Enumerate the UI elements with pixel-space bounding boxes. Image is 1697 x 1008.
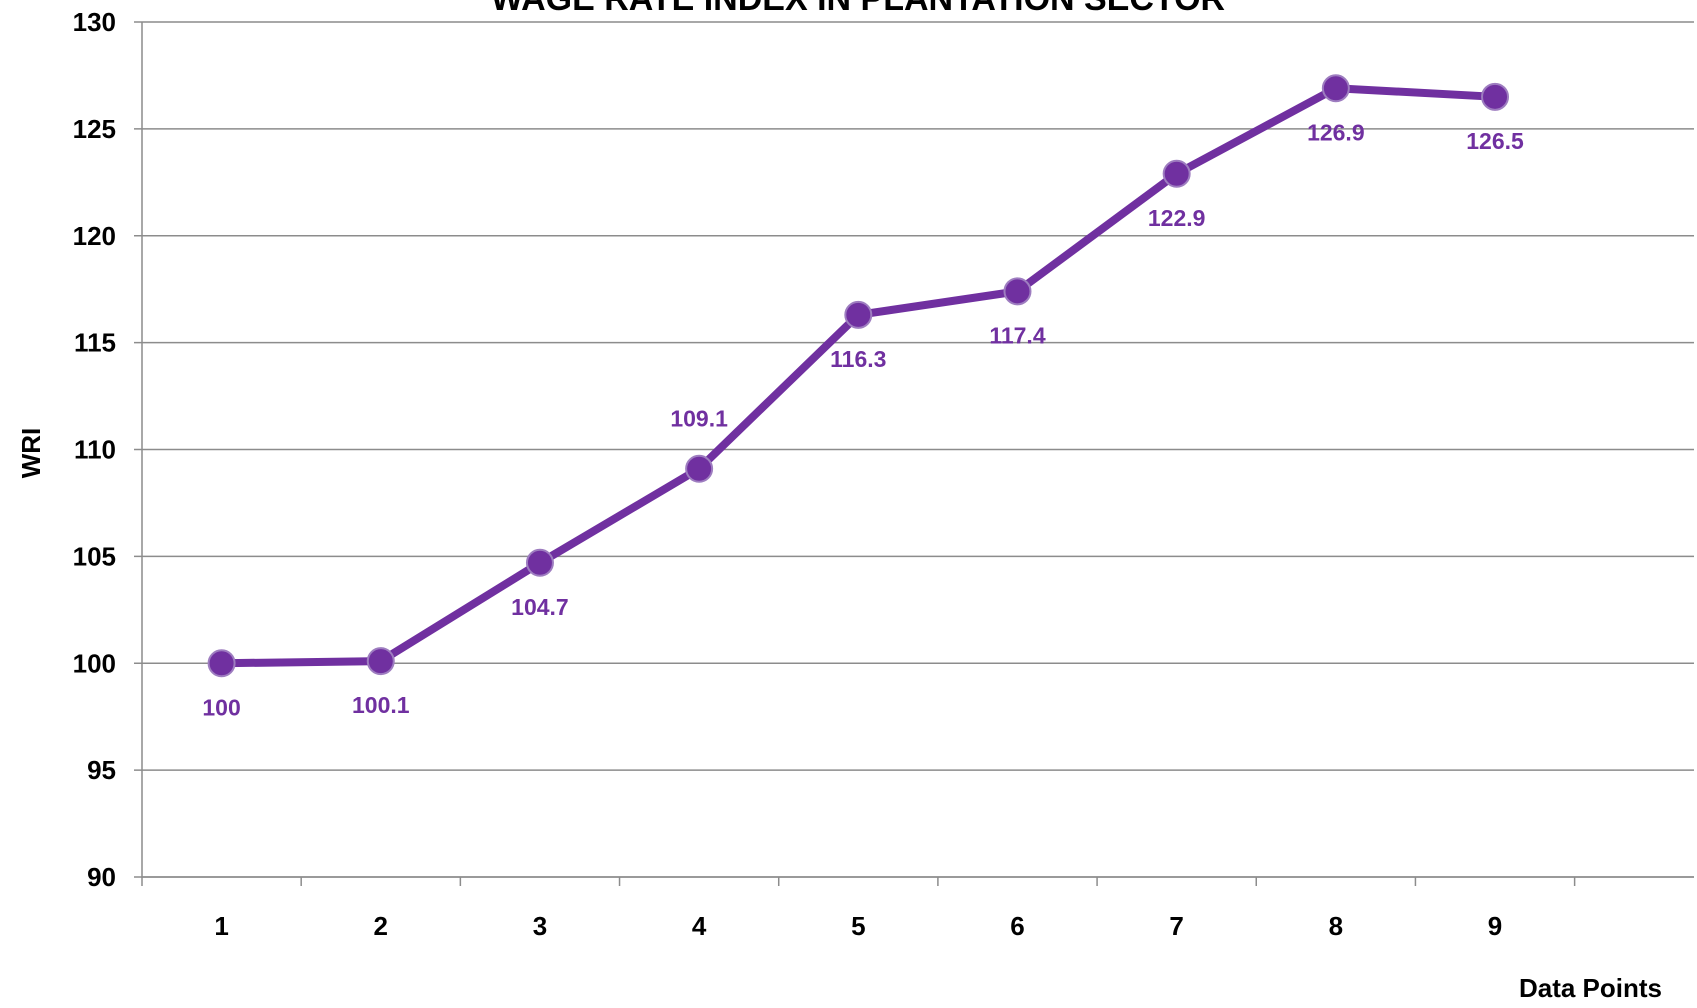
y-tick-label: 110 (74, 435, 116, 465)
gridlines (142, 21, 1694, 878)
data-label: 126.9 (1307, 119, 1365, 145)
x-tick-label: 4 (692, 911, 707, 941)
y-tick-label: 130 (73, 7, 116, 37)
data-label: 104.7 (511, 594, 569, 620)
y-tick-label: 125 (73, 114, 116, 144)
y-tick-label: 120 (73, 221, 116, 251)
series-wri (207, 74, 1510, 678)
x-tick-labels: 1 2 3 4 5 6 7 8 9 (214, 911, 1502, 941)
data-point (1481, 82, 1510, 111)
y-axis-title: WRI (16, 428, 46, 479)
data-point (844, 300, 873, 329)
data-label: 100 (202, 694, 240, 720)
x-tick-label: 6 (1010, 911, 1024, 941)
data-point (1321, 74, 1350, 103)
x-tick-label: 5 (851, 911, 865, 941)
y-tick-label: 90 (87, 862, 116, 892)
data-label: 116.3 (830, 346, 886, 372)
x-tick-label: 2 (374, 911, 388, 941)
chart-title: WAGE RATE INDEX IN PLANTATION SECTOR (491, 0, 1225, 18)
x-axis-title: Data Points (1519, 973, 1662, 1003)
x-tick-label: 3 (533, 911, 547, 941)
data-point (1162, 159, 1191, 188)
data-point (685, 454, 714, 483)
data-point (207, 649, 236, 678)
y-tick-label: 100 (73, 648, 116, 678)
data-label: 122.9 (1148, 205, 1206, 231)
y-tick-label: 115 (74, 328, 116, 358)
y-tick-labels: 90 95 100 105 110 115 120 125 130 (73, 7, 116, 892)
data-label: 117.4 (989, 322, 1045, 348)
x-tick-label: 8 (1329, 911, 1343, 941)
y-tick-label: 105 (73, 541, 116, 571)
x-tick-label: 1 (214, 911, 228, 941)
data-label: 109.1 (670, 406, 728, 432)
data-point (525, 548, 554, 577)
x-tick-label: 9 (1488, 911, 1502, 941)
data-labels: 100 100.1 104.7 109.1 116.3 117.4 122.9 126.9 12… (202, 119, 1524, 720)
data-label: 126.5 (1466, 128, 1524, 154)
x-tick-label: 7 (1169, 911, 1183, 941)
data-label: 100.1 (352, 692, 410, 718)
y-tick-label: 95 (87, 755, 116, 785)
data-point (366, 647, 395, 676)
data-point (1003, 277, 1032, 306)
series-line (217, 84, 1500, 668)
axes (134, 21, 1694, 886)
